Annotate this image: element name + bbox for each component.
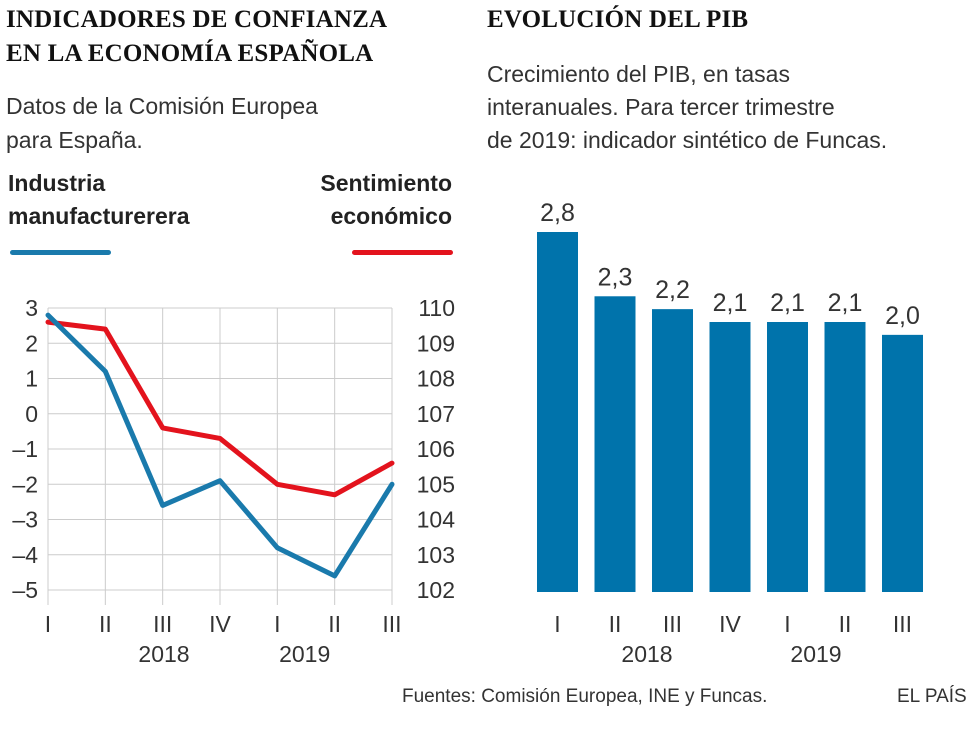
bar-x-tick: I bbox=[784, 611, 790, 637]
left-axis-tick: –4 bbox=[12, 542, 38, 568]
bar-year-label-2019: 2019 bbox=[790, 641, 841, 667]
bar-x-tick: III bbox=[893, 611, 912, 637]
bar-value-label: 2,0 bbox=[885, 302, 920, 330]
left-axis-tick: –3 bbox=[12, 507, 38, 533]
right-axis-tick: 102 bbox=[417, 577, 455, 603]
x-axis-tick: II bbox=[328, 611, 341, 637]
left-axis-tick: –1 bbox=[12, 436, 38, 462]
right-axis-tick: 106 bbox=[417, 436, 455, 462]
x-axis-tick: I bbox=[45, 611, 51, 637]
legend-industria-line1: Industria bbox=[8, 170, 106, 196]
legend-sentimiento-line1: Sentimiento bbox=[320, 170, 452, 196]
bar-value-label: 2,2 bbox=[655, 276, 690, 304]
x-axis-tick: II bbox=[99, 611, 112, 637]
bar-chart: 2,8 I 2,3 II 2,2 III 2,1 IV 2,1 I 2,1 II 2,0 III 2018 2… bbox=[537, 199, 923, 667]
bar-value-label: 2,1 bbox=[770, 289, 805, 317]
bar-3 bbox=[709, 322, 751, 592]
bar-1 bbox=[594, 296, 636, 592]
legend-sentimiento-line2: económico bbox=[330, 203, 452, 229]
bar-x-tick: III bbox=[663, 611, 682, 637]
right-title: EVOLUCIÓN DEL PIB bbox=[487, 6, 749, 33]
right-axis-tick: 105 bbox=[417, 471, 455, 497]
series-line-industria bbox=[45, 312, 395, 579]
bar-2 bbox=[652, 309, 693, 592]
x-axis-tick: IV bbox=[209, 611, 231, 637]
right-axis-tick: 108 bbox=[417, 366, 455, 392]
bar-x-tick: II bbox=[839, 611, 852, 637]
year-label-2019: 2019 bbox=[279, 641, 330, 667]
bar-4 bbox=[767, 322, 808, 592]
x-axis-tick: III bbox=[382, 611, 401, 637]
left-title-line2: EN LA ECONOMÍA ESPAÑOLA bbox=[6, 40, 374, 67]
brand-label: EL PAÍS bbox=[897, 686, 967, 707]
legend-industria-swatch bbox=[10, 250, 111, 255]
bar-value-label: 2,8 bbox=[540, 199, 575, 227]
right-axis-tick: 107 bbox=[417, 401, 455, 427]
right-subtitle-line2: interanuales. Para tercer trimestre bbox=[487, 94, 835, 120]
sources-note: Fuentes: Comisión Europea, INE y Funcas. bbox=[402, 686, 768, 707]
right-axis-tick: 103 bbox=[417, 542, 455, 568]
bar-year-label-2018: 2018 bbox=[621, 641, 672, 667]
line-chart: 3 2 1 0 –1 –2 –3 –4 –5 110 109 108 107 106 105 104 103 10… bbox=[12, 295, 455, 667]
bar-x-tick: II bbox=[609, 611, 622, 637]
left-axis-tick: 2 bbox=[25, 330, 38, 356]
bar-6 bbox=[882, 334, 923, 592]
left-axis-tick: 3 bbox=[25, 295, 38, 321]
right-axis-tick: 104 bbox=[417, 507, 456, 533]
right-subtitle-line1: Crecimiento del PIB, en tasas bbox=[487, 61, 790, 87]
series-line-sentimiento bbox=[45, 319, 395, 498]
bar-value-label: 2,1 bbox=[713, 289, 748, 317]
bar-value-label: 2,1 bbox=[828, 289, 863, 317]
bar-5 bbox=[824, 322, 866, 592]
right-subtitle-line3: de 2019: indicador sintético de Funcas. bbox=[487, 127, 888, 153]
legend-industria-line2: manufacturerera bbox=[8, 203, 190, 229]
x-axis-tick: I bbox=[274, 611, 280, 637]
left-axis-tick: 1 bbox=[25, 366, 38, 392]
left-axis-tick: –2 bbox=[12, 471, 38, 497]
x-axis-tick: III bbox=[153, 611, 172, 637]
left-axis-tick: –5 bbox=[12, 577, 38, 603]
left-subtitle-line1: Datos de la Comisión Europea bbox=[6, 93, 318, 119]
left-axis-tick: 0 bbox=[25, 401, 38, 427]
right-axis-tick: 110 bbox=[418, 295, 455, 321]
year-label-2018: 2018 bbox=[138, 641, 189, 667]
bar-value-label: 2,3 bbox=[598, 263, 633, 291]
left-title-line1: INDICADORES DE CONFIANZA bbox=[6, 6, 388, 33]
bar-0 bbox=[537, 232, 578, 592]
left-subtitle-line2: para España. bbox=[6, 127, 143, 153]
right-axis-tick: 109 bbox=[417, 330, 455, 356]
legend-sentimiento-swatch bbox=[352, 250, 453, 255]
bar-x-tick: I bbox=[554, 611, 560, 637]
bar-x-tick: IV bbox=[719, 611, 741, 637]
